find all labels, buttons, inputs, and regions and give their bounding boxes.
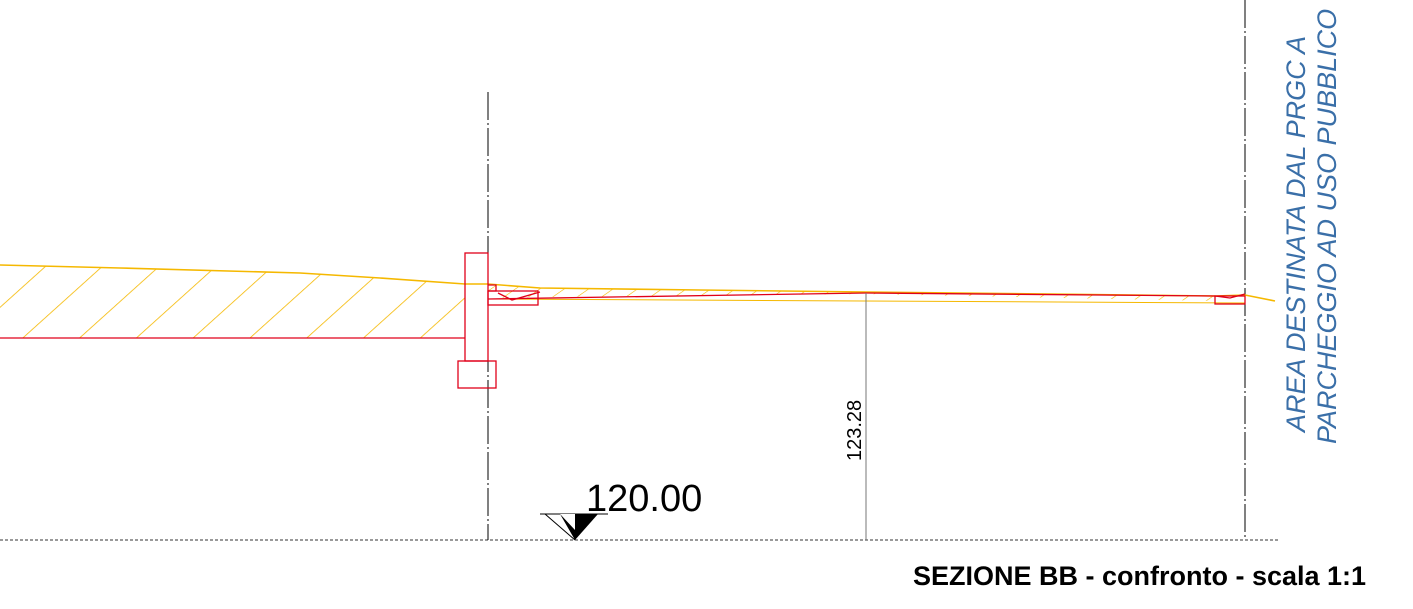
area-label-line2: PARCHEGGIO AD USO PUBBLICO (1312, 9, 1342, 444)
elevation-marker-icon (540, 513, 608, 541)
project-section (0, 252, 1246, 389)
area-label-line1: AREA DESTINATA DAL PRGC A (1281, 36, 1311, 434)
existing-terrain-hatch-left (0, 265, 465, 338)
section-caption: SEZIONE BB - confronto - scala 1:1 (913, 561, 1367, 591)
dimension-label: 123.28 (844, 400, 866, 461)
elevation-label: 120.00 (586, 478, 702, 520)
